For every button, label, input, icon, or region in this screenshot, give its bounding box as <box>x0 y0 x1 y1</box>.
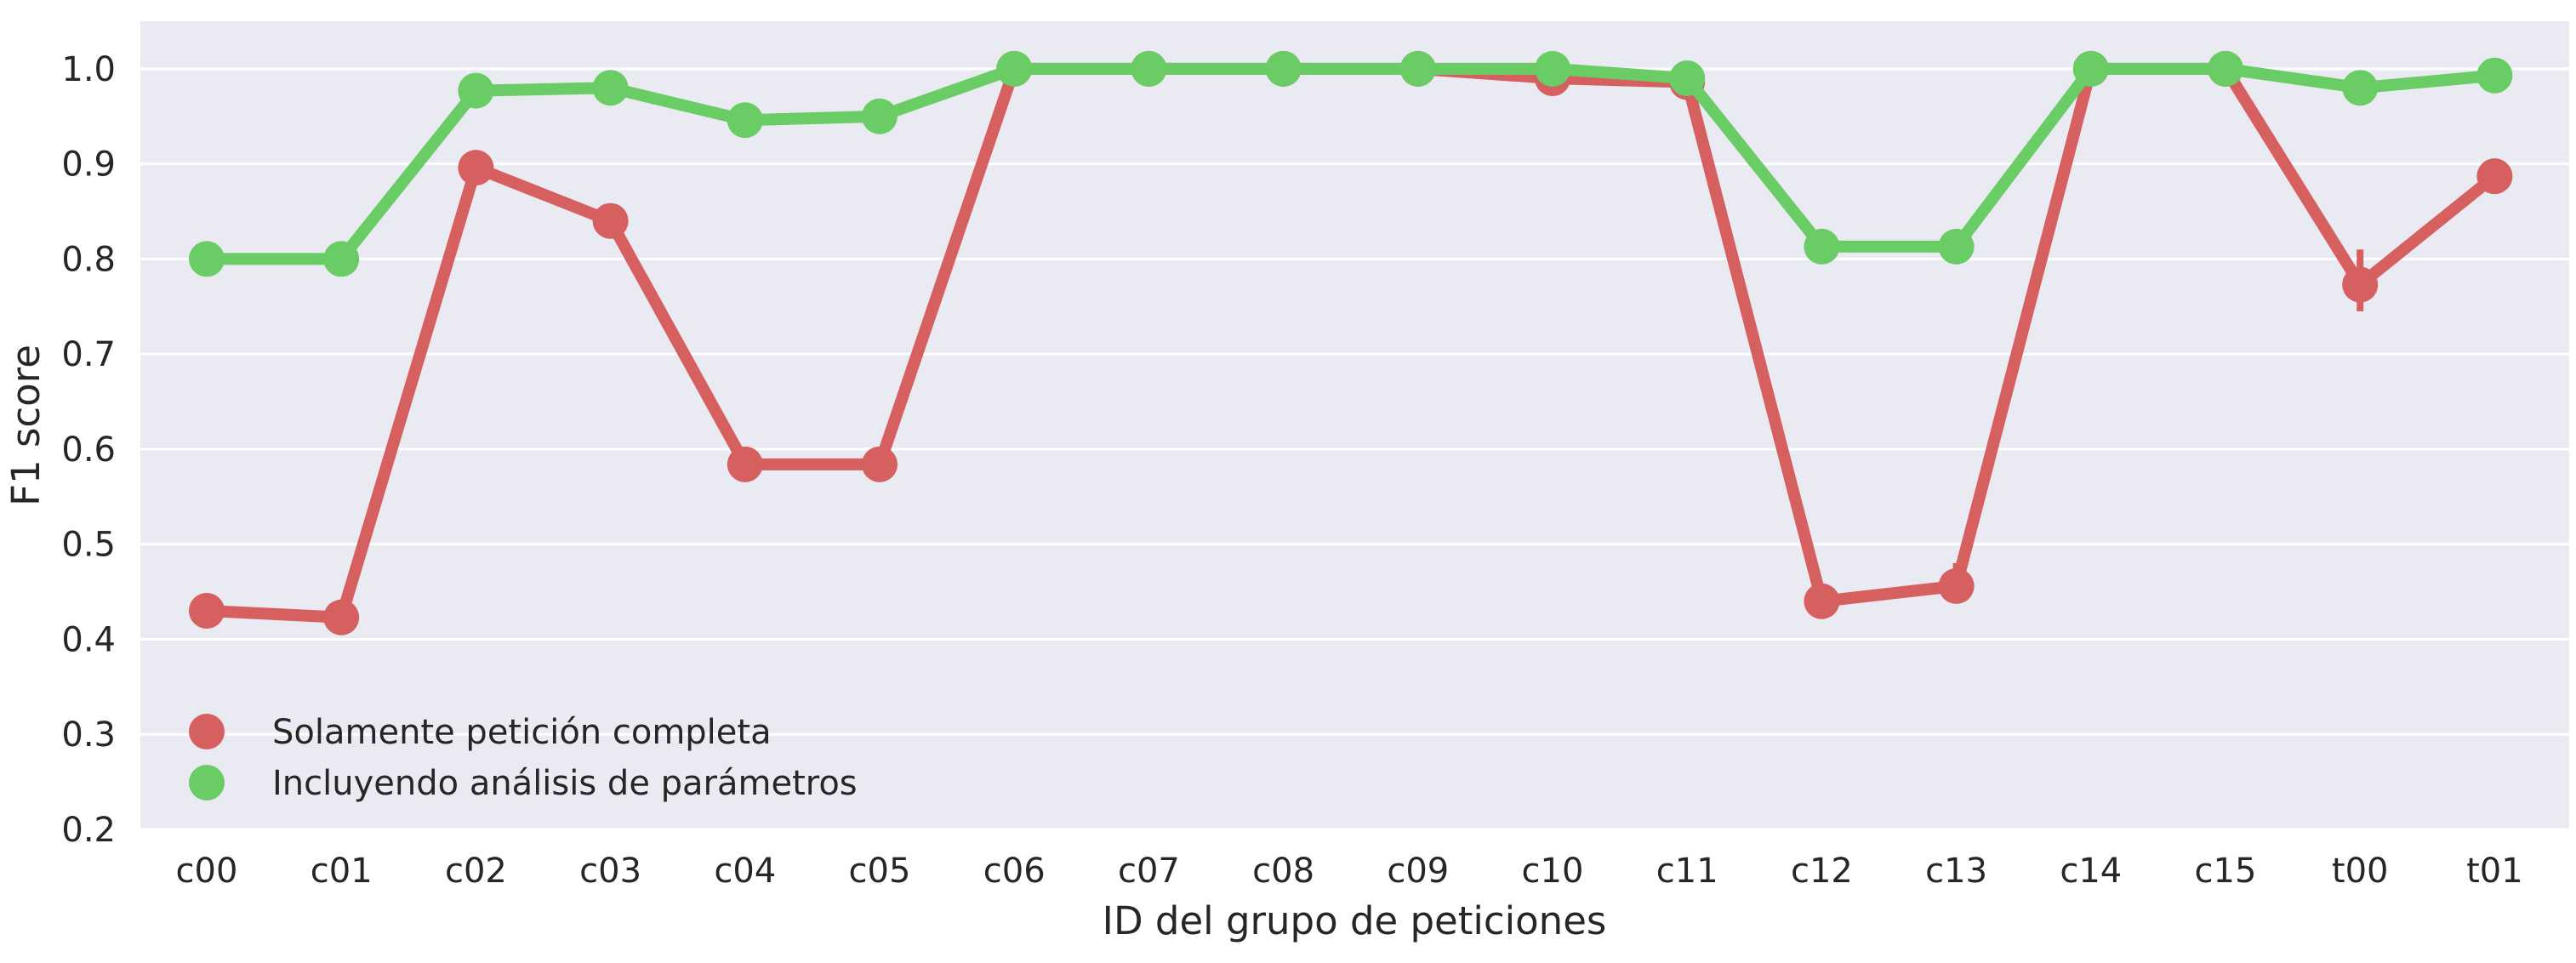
data-point <box>996 50 1033 87</box>
data-point <box>2072 50 2109 87</box>
data-point <box>727 446 763 482</box>
legend-label: Incluyendo análisis de parámetros <box>272 764 858 803</box>
x-tick-label: c10 <box>1522 852 1584 891</box>
data-point <box>323 599 360 635</box>
y-axis: 0.2 0.3 0.4 0.5 0.6 0.7 0.8 0.9 1.0 <box>61 50 116 850</box>
x-tick-label: c09 <box>1387 852 1449 891</box>
x-tick-label: t00 <box>2332 852 2389 891</box>
x-tick-label: t01 <box>2466 852 2523 891</box>
x-tick-label: c07 <box>1118 852 1180 891</box>
x-tick-label: c03 <box>579 852 641 891</box>
data-point <box>1804 583 1840 619</box>
x-axis: c00 c01 c02 c03 c04 c05 c06 c07 c08 c09 c10 c11 c12 c… <box>176 852 2523 891</box>
data-point <box>2208 50 2243 87</box>
x-tick-label: c04 <box>714 852 776 891</box>
data-point <box>862 98 898 134</box>
data-point <box>323 241 360 277</box>
data-point <box>1804 228 1840 265</box>
y-tick-label: 0.5 <box>61 526 116 565</box>
x-axis-title: ID del grupo de peticiones <box>1103 898 1607 943</box>
x-tick-label: c12 <box>1791 852 1853 891</box>
legend-label: Solamente petición completa <box>272 713 772 752</box>
x-tick-label: c11 <box>1656 852 1718 891</box>
y-tick-label: 0.3 <box>61 715 116 755</box>
data-point <box>1265 50 1302 87</box>
legend: Solamente petición completa Incluyendo an… <box>189 713 858 803</box>
x-tick-label: c08 <box>1252 852 1314 891</box>
data-point <box>1938 228 1975 265</box>
data-point <box>2476 158 2513 195</box>
series-group <box>189 50 2513 635</box>
x-tick-label: c06 <box>983 852 1046 891</box>
data-point <box>1669 60 1706 97</box>
y-tick-label: 0.4 <box>61 620 116 659</box>
series-line <box>201 62 2501 265</box>
y-tick-label: 0.7 <box>61 335 116 374</box>
plot-background <box>140 21 2569 829</box>
x-tick-label: c13 <box>1925 852 1987 891</box>
y-tick-label: 1.0 <box>61 50 116 89</box>
data-point <box>2342 70 2379 106</box>
data-point <box>1535 50 1570 87</box>
x-tick-label: c14 <box>2060 852 2122 891</box>
data-point <box>592 70 629 106</box>
series-1 <box>189 50 2513 277</box>
x-tick-label: c02 <box>445 852 507 891</box>
data-point <box>727 102 763 139</box>
y-axis-title: F1 score <box>3 345 48 506</box>
data-point <box>1399 50 1436 87</box>
data-point <box>2342 266 2379 303</box>
data-point <box>189 592 225 629</box>
legend-marker <box>189 765 225 801</box>
y-tick-label: 0.2 <box>61 811 116 850</box>
data-point <box>862 446 898 482</box>
x-tick-label: c00 <box>176 852 238 891</box>
data-point <box>189 241 225 277</box>
data-point <box>2476 57 2513 94</box>
x-tick-label: c01 <box>311 852 373 891</box>
x-tick-label: c15 <box>2195 852 2257 891</box>
y-tick-label: 0.6 <box>61 430 116 470</box>
y-tick-label: 0.9 <box>61 145 116 185</box>
data-point <box>1131 50 1167 87</box>
x-tick-label: c05 <box>849 852 911 891</box>
legend-marker <box>189 714 225 749</box>
data-point <box>458 72 494 109</box>
y-tick-label: 0.8 <box>61 240 116 279</box>
data-point <box>592 202 629 239</box>
data-point <box>1938 567 1975 604</box>
data-point <box>458 150 494 186</box>
